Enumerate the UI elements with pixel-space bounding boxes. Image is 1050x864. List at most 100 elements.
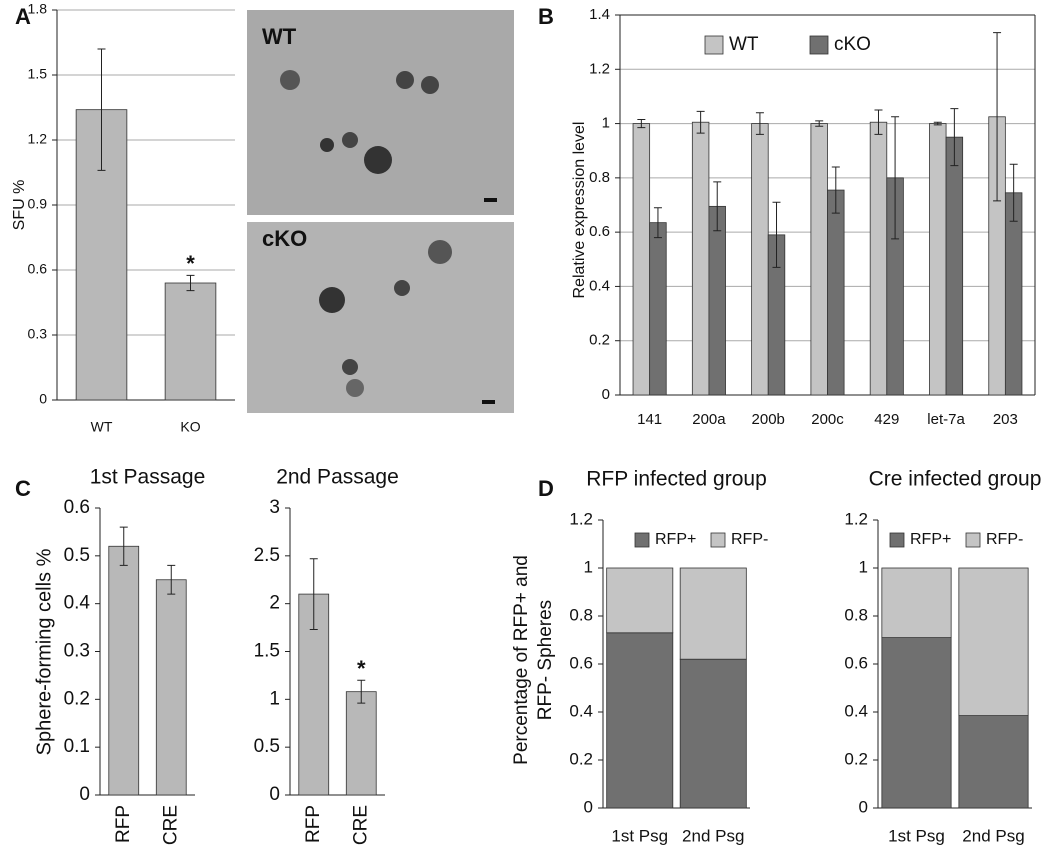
x-tick-label: KO [180,419,200,435]
sphere [394,280,410,296]
y-tick-label: 0.6 [64,497,90,518]
y-tick-label: 0.9 [28,196,48,212]
micrograph-cko: cKO [247,222,514,413]
legend-label: RFP- [986,531,1023,548]
scale-bar [484,198,497,202]
x-tick-label: 1st Psg [611,826,668,845]
y-tick-label: 0.5 [254,736,280,757]
legend-label: cKO [834,34,871,55]
sphere [396,71,414,89]
y-tick-label: 1 [859,557,868,576]
legend-label: RFP+ [655,531,696,548]
bar [929,123,947,396]
y-tick-label: 1.2 [569,509,593,528]
error-bar [772,201,781,268]
sphere [342,359,358,375]
annotation: * [186,251,195,276]
sphere [346,379,364,397]
bar [691,121,710,396]
chart-title: 2nd Passage [276,466,399,489]
image-label: cKO [262,226,307,251]
y-tick-label: 0.3 [28,326,48,342]
bar [1004,192,1023,396]
bar [345,691,377,796]
panel-label: D [538,476,554,501]
error-bar [713,181,722,232]
legend-swatch [889,532,905,548]
y-tick-label: 0.6 [844,653,868,672]
bar-segment [958,567,1029,717]
panel-label: C [15,476,31,501]
y-tick-label: 1.5 [254,641,280,662]
scale-bar [482,400,495,404]
error-bar [891,116,900,240]
chart-title: 1st Passage [90,466,206,489]
legend-swatch [965,532,981,548]
bar [827,189,845,396]
y-tick-label: 1 [584,557,593,576]
sphere [428,240,452,264]
y-tick-label: 0 [79,784,90,805]
y-axis-label: Sphere-forming cells % [33,548,55,755]
micrograph-wt: WT [247,10,514,215]
x-tick-label: 1st Psg [888,826,945,845]
error-bar [637,119,646,129]
y-tick-label: 1.2 [28,131,48,147]
y-tick-label: 0.4 [589,277,610,294]
y-tick-label: 0 [39,391,47,407]
error-bar [874,109,883,135]
y-tick-label: 0 [269,784,280,805]
y-tick-label: 0.8 [589,169,610,186]
y-tick-label: 2 [269,593,280,614]
error-bar [119,526,128,566]
y-tick-label: 0.5 [64,545,90,566]
bar [164,282,217,401]
x-tick-label: 200c [811,411,844,428]
x-tick-label: 2nd Psg [962,826,1024,845]
y-tick-label: 0.6 [589,223,610,240]
legend-label: RFP+ [910,531,951,548]
y-tick-label: 1 [602,115,610,132]
legend-swatch [634,532,650,548]
x-tick-label: 141 [637,411,662,428]
error-bar [933,121,942,126]
x-tick-label: 2nd Psg [682,826,744,845]
x-tick-label: CRE [160,805,181,845]
y-tick-label: 1.2 [844,509,868,528]
y-tick-label: 0.4 [569,701,593,720]
x-tick-label: WT [91,419,113,435]
y-tick-label: 0.2 [569,749,593,768]
x-tick-label: RFP [113,805,134,843]
x-tick-label: 200b [752,411,785,428]
error-bar [696,110,705,134]
bar-segment [881,637,952,809]
bar-segment [606,632,674,809]
error-bar [950,108,959,167]
sphere [342,132,358,148]
bar [649,222,667,396]
bar [155,579,187,796]
y-tick-label: 1.8 [28,1,48,17]
bar-segment [606,567,674,634]
y-tick-label: 0.8 [844,605,868,624]
panel-label: A [15,4,31,29]
y-tick-label: 1.2 [589,60,610,77]
legend-swatch [704,35,724,55]
y-tick-label: 0 [584,797,593,816]
bar [945,136,964,396]
legend-swatch [710,532,726,548]
error-bar [993,32,1002,202]
y-tick-label: 0 [859,797,868,816]
image-label: WT [262,24,297,49]
bar [108,545,140,796]
x-tick-label: 200a [692,411,726,428]
y-tick-label: 0 [602,386,610,403]
legend-label: WT [729,34,759,55]
error-bar [815,120,824,127]
y-tick-label: 1.5 [28,66,48,82]
error-bar [167,564,176,595]
y-tick-label: 0.2 [844,749,868,768]
sphere [320,138,334,152]
error-bar [309,558,318,630]
